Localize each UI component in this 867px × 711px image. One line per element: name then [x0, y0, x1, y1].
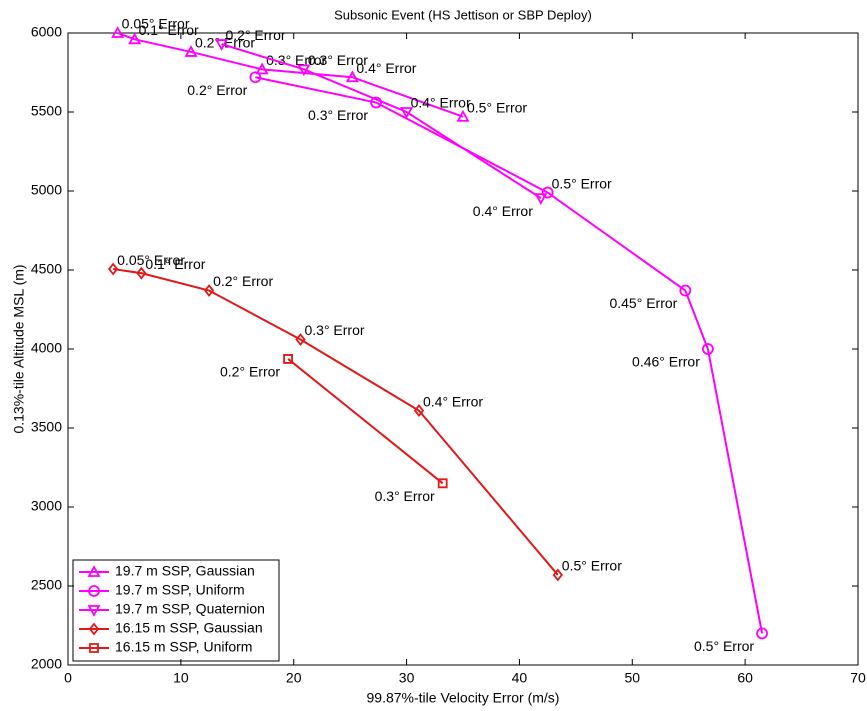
point-label: 0.3° Error — [375, 488, 435, 504]
point-label: 0.5° Error — [694, 638, 754, 654]
point-label: 0.3° Error — [308, 107, 368, 123]
point-label: 0.2° Error — [220, 364, 280, 380]
data-point — [128, 32, 142, 45]
legend-label: 16.15 m SSP, Gaussian — [115, 620, 263, 636]
data-point — [756, 627, 768, 640]
y-tick-label: 3500 — [31, 419, 62, 435]
series-line — [221, 43, 542, 199]
series-line — [112, 268, 559, 576]
x-tick-label: 10 — [173, 670, 189, 686]
y-tick-label: 4500 — [31, 261, 62, 277]
point-label: 0.4° Error — [473, 203, 533, 219]
point-label: 0.46° Error — [632, 354, 700, 370]
point-label: 0.05° Error — [117, 252, 185, 268]
legend-marker — [87, 605, 101, 617]
legend-marker — [89, 643, 99, 653]
x-tick-label: 30 — [399, 670, 415, 686]
data-point — [456, 109, 470, 122]
data-point — [437, 478, 448, 489]
legend-label: 19.7 m SSP, Quaternion — [115, 601, 265, 617]
point-label: 0.05° Error — [122, 16, 190, 32]
data-point — [295, 333, 306, 346]
point-label: 0.5° Error — [467, 99, 527, 115]
point-label: 0.2° Error — [187, 82, 247, 98]
point-label: 0.1° Error — [145, 256, 205, 272]
data-point — [283, 354, 293, 364]
data-point — [679, 284, 692, 297]
data-point — [413, 404, 425, 418]
data-point — [107, 262, 119, 276]
data-point — [249, 71, 262, 84]
chart-title: Subsonic Event (HS Jettison or SBP Deplo… — [334, 7, 592, 22]
point-label: 0.5° Error — [562, 558, 622, 574]
y-tick-label: 3000 — [31, 498, 62, 514]
y-axis-label: 0.13%-tile Altitude MSL (m) — [11, 264, 27, 433]
data-point — [111, 26, 125, 38]
point-label: 0.2° Error — [213, 273, 273, 289]
y-tick-label: 5000 — [31, 182, 62, 198]
point-label: 0.5° Error — [552, 175, 612, 191]
legend: 19.7 m SSP, Gaussian 19.7 m SSP, Uniform 1… — [72, 559, 280, 662]
x-tick-label: 50 — [624, 670, 640, 686]
data-point — [203, 284, 215, 297]
data-point — [214, 39, 229, 51]
y-tick-label: 2000 — [31, 656, 62, 672]
data-point — [534, 193, 548, 205]
series-line — [287, 358, 444, 485]
data-point — [702, 343, 714, 355]
point-label: 0.45° Error — [609, 295, 677, 311]
legend-marker — [88, 585, 100, 597]
data-point — [297, 64, 311, 77]
point-label: 0.3° Error — [308, 52, 368, 68]
data-point — [345, 70, 359, 83]
point-label: 0.3° Error — [266, 52, 326, 68]
legend-marker — [87, 565, 101, 577]
legend-label: 16.15 m SSP, Uniform — [115, 639, 252, 655]
legend-label: 19.7 m SSP, Gaussian — [115, 563, 255, 579]
series-line — [255, 76, 764, 634]
x-axis-label: 99.87%-tile Velocity Error (m/s) — [367, 690, 560, 706]
data-point — [255, 62, 269, 75]
point-label: 0.3° Error — [304, 322, 364, 338]
legend-marker — [88, 622, 100, 636]
data-point — [136, 266, 147, 280]
y-tick-label: 6000 — [31, 24, 62, 40]
point-label: 0.4° Error — [423, 393, 483, 409]
y-tick-label: 4000 — [31, 340, 62, 356]
data-point — [400, 107, 414, 119]
y-tick-label: 2500 — [31, 577, 62, 593]
point-label: 0.2° Error — [225, 27, 285, 43]
point-label: 0.4° Error — [356, 60, 416, 76]
point-label: 0.4° Error — [411, 95, 471, 111]
x-tick-label: 70 — [850, 670, 866, 686]
x-tick-label: 0 — [64, 670, 72, 686]
x-tick-label: 40 — [512, 670, 528, 686]
data-point — [552, 568, 563, 582]
point-label: 0.1° Error — [139, 22, 199, 38]
x-tick-label: 60 — [737, 670, 753, 686]
y-tick-label: 5500 — [31, 103, 62, 119]
legend-label: 19.7 m SSP, Uniform — [115, 582, 245, 598]
x-tick-label: 20 — [286, 670, 302, 686]
data-point — [184, 45, 198, 57]
